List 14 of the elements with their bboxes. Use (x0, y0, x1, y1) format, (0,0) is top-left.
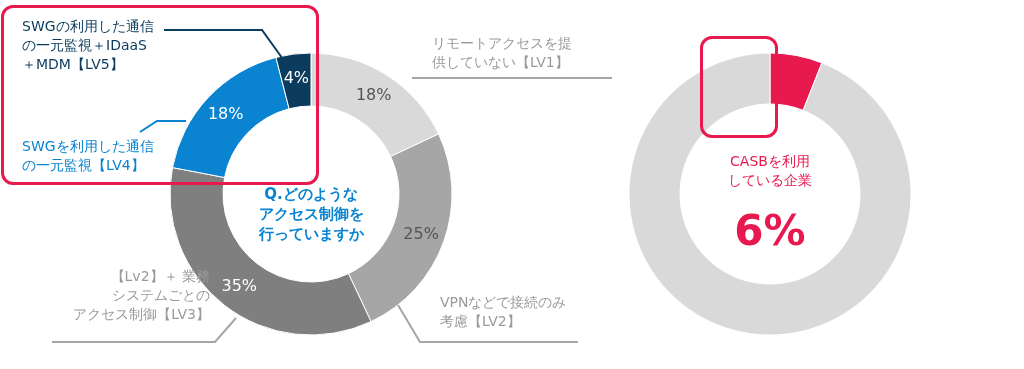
slice-label: リモートアクセスを提供していない【LV1】 (432, 35, 572, 70)
slice-label: SWGの利用した通信の一元監視＋IDaaS＋MDM【LV5】 (22, 18, 154, 72)
data-label: 35% (221, 276, 258, 296)
data-label: 4% (283, 67, 310, 87)
slice-label: SWGを利用した通信の一元監視【LV4】 (22, 138, 154, 173)
data-label: 18% (207, 103, 244, 123)
data-label: 6% (734, 206, 806, 255)
slice-label: CASBを利用している企業 (728, 153, 812, 188)
text: Q.どのようなアクセス制御を行っていますか (257, 185, 365, 243)
slice-label: 【Lv2】＋ 業務システムごとのアクセス制御【LV3】 (73, 268, 210, 322)
data-label: 25% (403, 223, 439, 243)
slice-label: VPNなどで接続のみ考慮【LV2】 (440, 294, 567, 329)
data-label: 18% (355, 85, 392, 105)
donut-slice (628, 52, 912, 336)
